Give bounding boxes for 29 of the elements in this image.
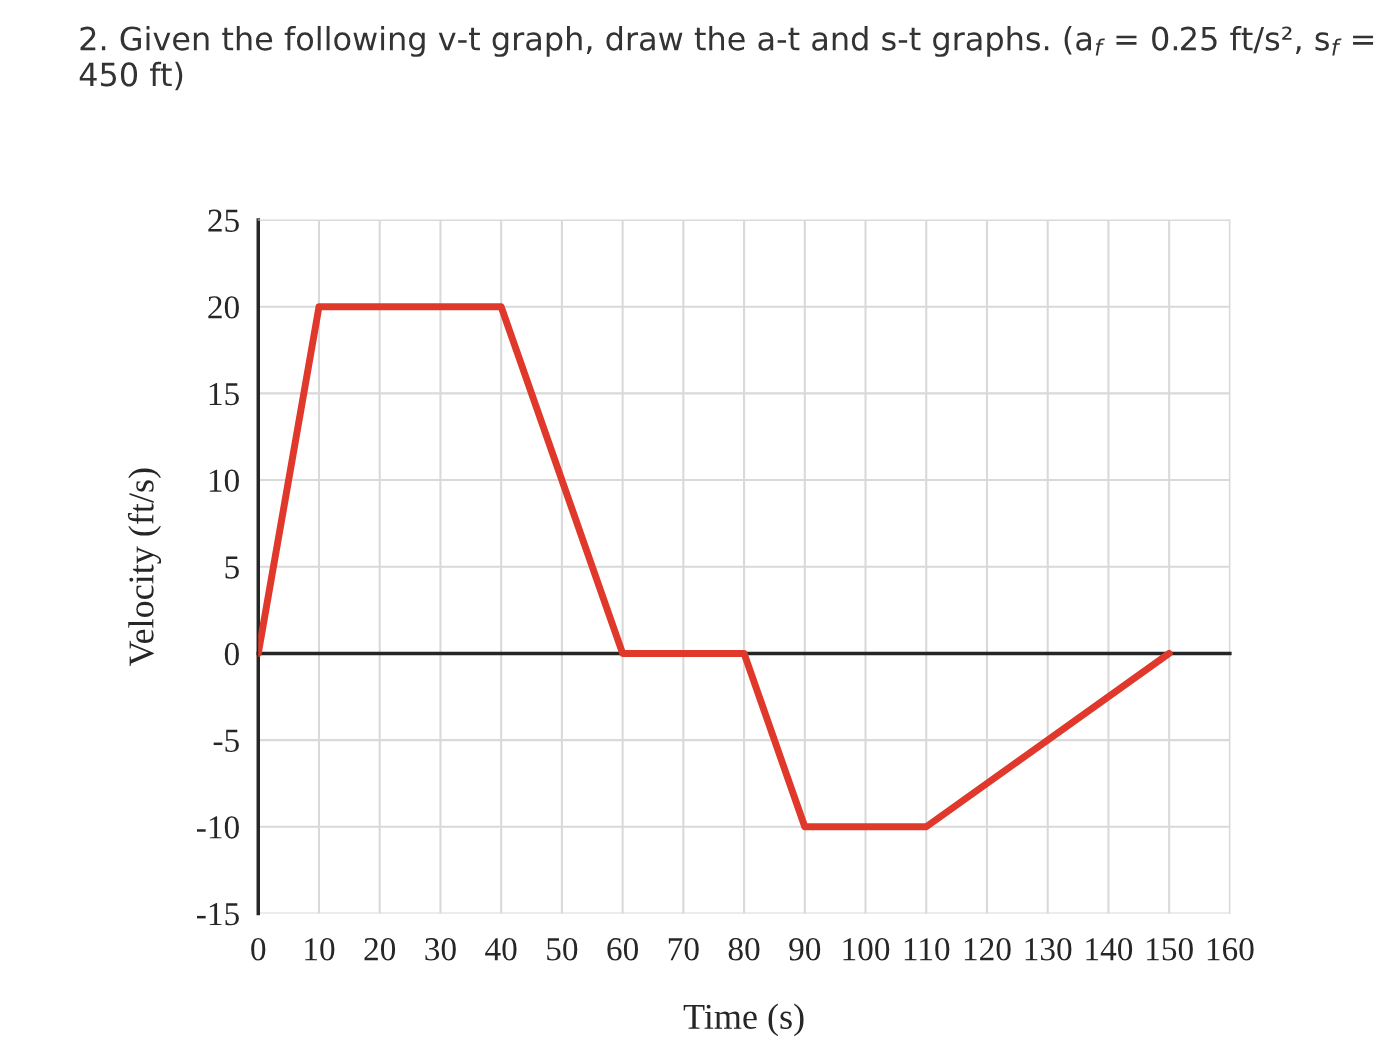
x-tick-label: 30: [425, 938, 456, 961]
x-tick-label: 50: [547, 938, 578, 961]
chart-title: 2. Given the following v-t graph, draw the a-t and s-t graphs. (a$_{f}$ = 0.25 ft/s², s$_{f}$ = 450 ft): [79, 25, 1374, 91]
x-tick-label: 110: [904, 938, 950, 961]
y-tick-label: 10: [209, 469, 239, 492]
x-tick-label: 60: [607, 938, 639, 961]
x-tick-label: 100: [843, 938, 890, 961]
x-tick-label: 70: [668, 938, 699, 961]
x-tick-label: 80: [728, 938, 760, 961]
y-axis-title: Velocity (ft/s): [127, 468, 162, 667]
y-tick-label: 5: [225, 556, 239, 579]
y-tick-label: -10: [197, 816, 239, 839]
x-tick-label: 40: [485, 938, 517, 961]
y-tick-label: -5: [213, 729, 239, 752]
x-tick-label: 130: [1025, 938, 1072, 961]
y-tick-label: 15: [209, 382, 239, 406]
x-tick-label: 90: [789, 938, 821, 961]
y-tick-label: 20: [208, 296, 239, 319]
x-tick-label: 20: [364, 938, 396, 961]
y-tick-label: 0: [224, 642, 239, 666]
x-tick-label: 120: [964, 938, 1011, 961]
x-tick-label: 0: [251, 938, 266, 961]
x-tick-label: 140: [1086, 938, 1133, 961]
x-axis-title: Time (s): [683, 1003, 804, 1037]
x-tick-label: 150: [1147, 938, 1193, 961]
x-tick-label: 160: [1207, 938, 1254, 961]
y-tick-label: -15: [197, 903, 239, 926]
x-tick-label: 10: [305, 938, 335, 961]
y-tick-label: 25: [208, 209, 239, 232]
